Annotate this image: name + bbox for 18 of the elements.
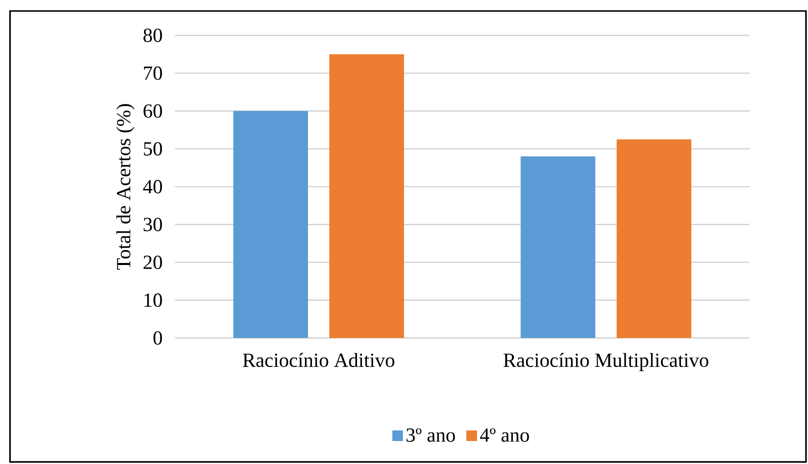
- bar: [329, 54, 404, 338]
- legend-label: 4º ano: [480, 428, 529, 442]
- y-tick-label: 0: [153, 331, 162, 345]
- x-tick-label: Raciocínio Multiplicativo: [504, 352, 708, 372]
- legend-label: 3º ano: [406, 428, 455, 442]
- y-tick-label: 20: [144, 256, 162, 270]
- y-tick-label: 50: [144, 142, 162, 156]
- y-tick-label: 80: [143, 28, 162, 42]
- y-tick-label: 40: [143, 180, 162, 194]
- y-axis-title: Total de Acertos (%): [116, 104, 134, 270]
- y-tick-label: 60: [144, 104, 162, 118]
- bar: [520, 156, 596, 338]
- y-tick-label: 70: [144, 66, 162, 80]
- x-tick-label: Raciocínio Aditivo: [242, 352, 394, 368]
- bar: [616, 139, 692, 338]
- bar: [233, 111, 308, 338]
- y-tick-label: 30: [144, 218, 162, 232]
- y-tick-label: 10: [144, 293, 162, 307]
